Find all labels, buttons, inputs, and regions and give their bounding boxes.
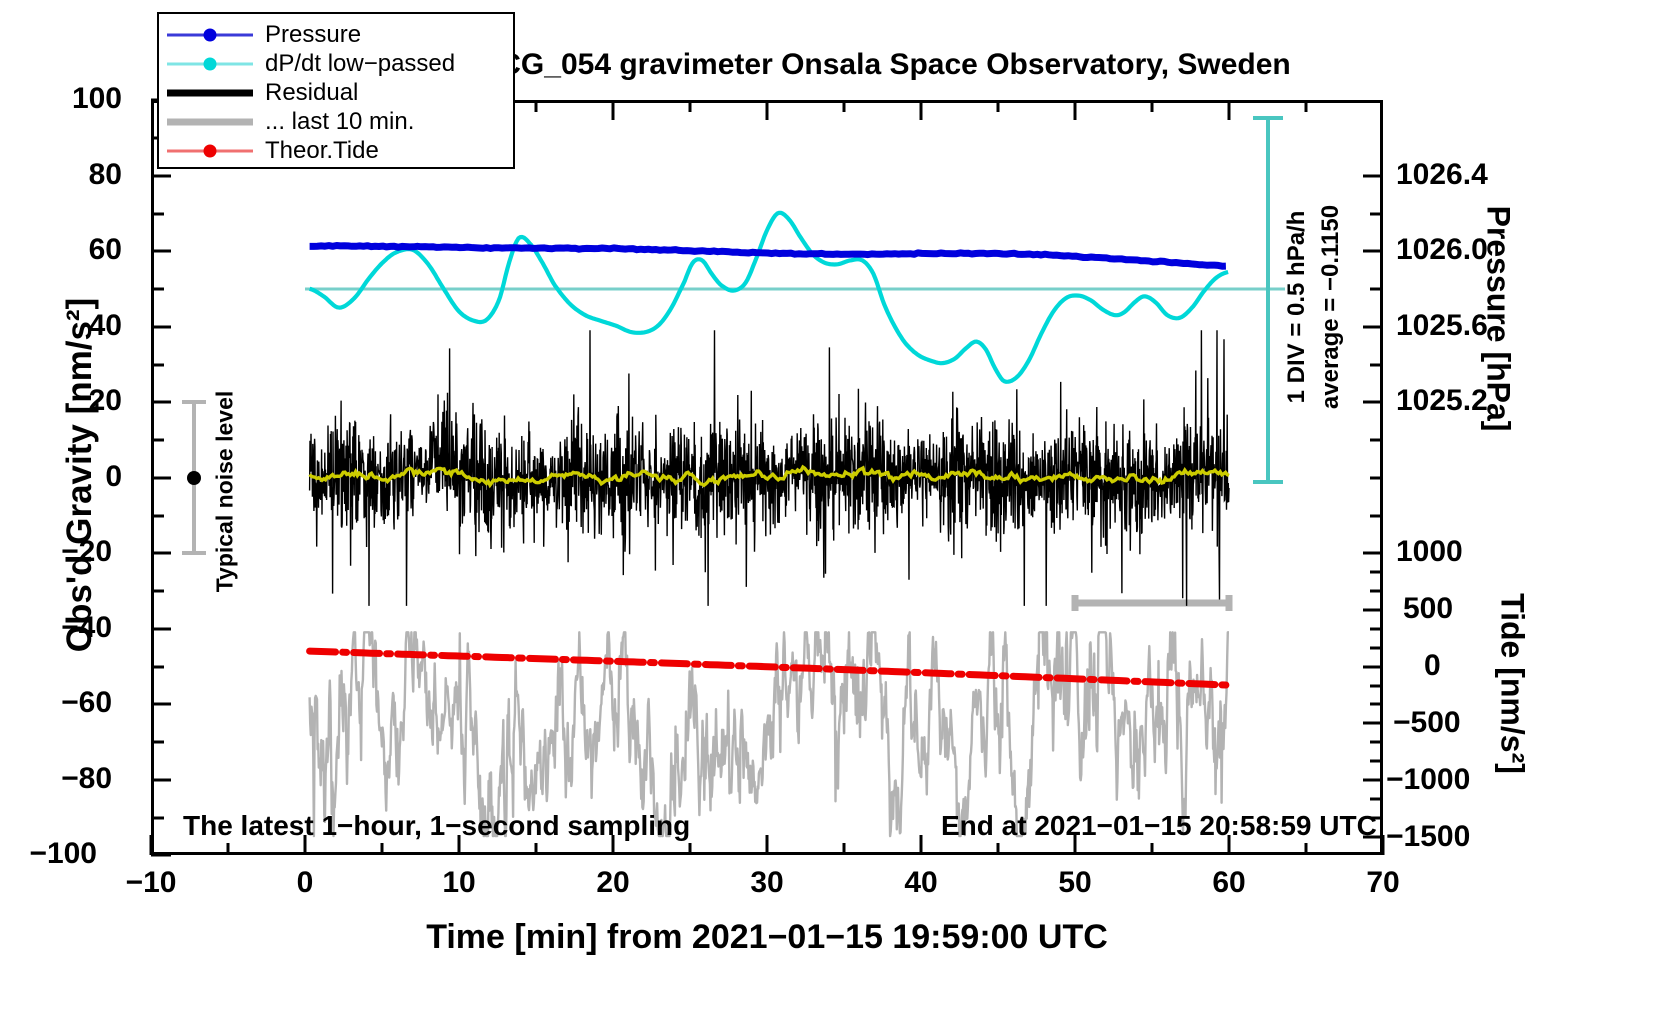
ytick-tide-3: −500 <box>1393 706 1461 739</box>
legend-label-pressure: Pressure <box>265 20 362 48</box>
x-axis-title: Time [min] from 2021−01−15 19:59:00 UTC <box>426 918 1108 956</box>
xtick-4: 30 <box>750 866 784 899</box>
xtick-0: −10 <box>125 866 177 899</box>
ytick-tide-0: 1000 <box>1396 535 1463 568</box>
y-axis-pressure-title: Pressure [hPa] <box>1480 205 1517 432</box>
ytick-left-0: 100 <box>71 82 122 115</box>
ytick-left-2: 60 <box>88 233 122 266</box>
xtick-5: 40 <box>904 866 938 899</box>
xtick-1: 0 <box>296 866 314 899</box>
ytick-tide-4: −1000 <box>1386 763 1471 796</box>
legend-item-residual[interactable]: Residual <box>159 78 513 107</box>
ytick-left-8: −60 <box>61 686 112 719</box>
ytick-left-1: 80 <box>88 158 122 191</box>
legend-item-last10[interactable]: ... last 10 min. <box>159 107 513 136</box>
chart-title: SCG_054 gravimeter Onsala Space Observat… <box>479 48 1291 81</box>
legend-swatch-last10-icon <box>167 112 253 132</box>
ytick-left-7: −40 <box>61 611 112 644</box>
xtick-3: 20 <box>596 866 630 899</box>
legend-swatch-residual-icon <box>167 83 253 103</box>
xtick-7: 60 <box>1212 866 1246 899</box>
ytick-left-9: −80 <box>61 762 112 795</box>
ytick-tide-5: −1500 <box>1386 820 1471 853</box>
ytick-tide-1: 500 <box>1403 592 1454 625</box>
ytick-pressure-3: 1025.2 <box>1396 384 1488 417</box>
note-pressure-scale-div: 1 DIV = 0.5 hPa/h <box>1283 210 1310 404</box>
chart-legend: Pressure dP/dt low−passed Residual ... l… <box>157 12 515 169</box>
xtick-6: 50 <box>1058 866 1092 899</box>
ytick-left-3: 40 <box>88 309 122 342</box>
ytick-left-6: −20 <box>61 535 112 568</box>
legend-swatch-tide-icon <box>167 141 253 161</box>
ytick-left-10: −100 <box>29 837 97 870</box>
legend-label-tide: Theor.Tide <box>265 136 379 164</box>
legend-swatch-pressure-icon <box>167 25 253 45</box>
y-axis-left-title: Obs'd Gravity [nm/s²] <box>60 297 99 653</box>
legend-item-tide[interactable]: Theor.Tide <box>159 136 513 165</box>
note-sampling: The latest 1−hour, 1−second sampling <box>183 810 691 841</box>
legend-item-dpdt[interactable]: dP/dt low−passed <box>159 49 513 78</box>
ytick-pressure-1: 1026.0 <box>1396 233 1488 266</box>
legend-label-dpdt: dP/dt low−passed <box>265 49 456 77</box>
legend-swatch-dpdt-icon <box>167 54 253 74</box>
ytick-pressure-0: 1026.4 <box>1396 158 1488 191</box>
note-typical-noise-level: Typical noise level <box>211 390 238 593</box>
y-axis-tide-title: Tide [nm/s²] <box>1494 593 1531 774</box>
plot-frame <box>151 100 1383 855</box>
note-pressure-average: average = −0.1150 <box>1317 204 1344 410</box>
note-end-time: End at 2021−01−15 20:58:59 UTC <box>941 810 1377 841</box>
xtick-2: 10 <box>442 866 476 899</box>
ytick-tide-2: 0 <box>1424 649 1441 682</box>
legend-label-last10: ... last 10 min. <box>265 107 415 135</box>
legend-label-residual: Residual <box>265 78 359 106</box>
ytick-pressure-2: 1025.6 <box>1396 309 1488 342</box>
ytick-left-5: 0 <box>105 460 122 493</box>
legend-item-pressure[interactable]: Pressure <box>159 20 513 49</box>
xtick-8: 70 <box>1366 866 1400 899</box>
ytick-left-4: 20 <box>88 384 122 417</box>
